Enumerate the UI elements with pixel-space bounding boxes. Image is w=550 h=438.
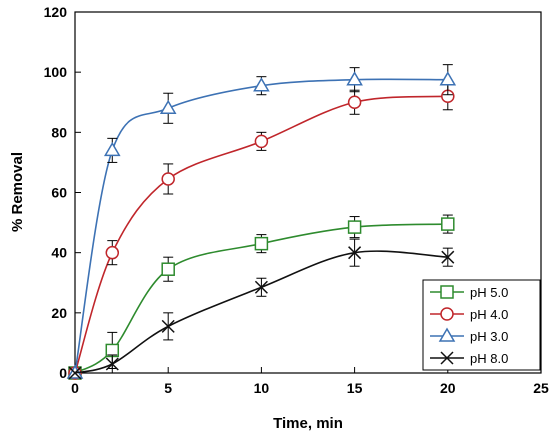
- data-point-ph-3-0: [103, 141, 121, 157]
- data-point-ph-8-0: [254, 280, 268, 294]
- data-point-ph-8-0: [348, 246, 362, 260]
- x-tick-label: 10: [254, 380, 270, 396]
- y-tick-label: 120: [44, 4, 68, 20]
- legend: pH 5.0 pH 4.0 pH 3.0 pH 8.0: [422, 279, 541, 371]
- y-tick-label: 60: [51, 185, 67, 201]
- series-ph-4-0: [68, 82, 455, 380]
- data-point-ph-8-0: [441, 250, 455, 264]
- data-point-ph-3-0: [253, 77, 270, 92]
- data-point-ph-8-0: [105, 357, 119, 371]
- data-point-ph-4-0: [347, 95, 362, 109]
- y-tick-label: 0: [59, 365, 67, 381]
- data-point-ph-8-0-stroke: [161, 319, 175, 333]
- x-tick-label: 5: [164, 380, 172, 396]
- y-tick-label: 100: [44, 64, 68, 80]
- legend-marker: [438, 327, 456, 342]
- data-point-ph-4-0: [105, 245, 120, 260]
- data-point-ph-4-0: [161, 172, 175, 186]
- legend-label: pH 4.0: [470, 307, 508, 322]
- legend-label: pH 3.0: [470, 329, 508, 344]
- data-point-ph-5-0: [254, 236, 269, 251]
- x-axis-ticks: 0 5 10 15 20 25: [71, 367, 549, 396]
- series-line-ph-3-0: [74, 78, 448, 374]
- legend-item-ph-5-0: pH 5.0: [430, 285, 508, 300]
- series-ph-3-0: [66, 64, 457, 379]
- y-axis-title: % Removal: [9, 152, 26, 232]
- data-point-ph-8-0: [161, 319, 175, 333]
- x-tick-label: 20: [440, 380, 456, 396]
- x-tick-label: 15: [347, 380, 363, 396]
- data-point-ph-4-0: [254, 134, 269, 149]
- series-layer: [66, 64, 457, 380]
- legend-marker-stroke: [440, 351, 454, 365]
- legend-marker: [440, 351, 454, 365]
- x-tick-label: 25: [533, 380, 549, 396]
- data-point-ph-3-0: [346, 71, 363, 86]
- data-point-ph-5-0: [347, 220, 362, 234]
- y-axis-ticks: 0 20 40 60 80 100 120: [44, 4, 81, 381]
- data-point-ph-8-0-stroke: [441, 250, 455, 264]
- data-point-ph-8-0-stroke: [68, 366, 82, 380]
- series-ph-8-0: [68, 238, 455, 380]
- data-point-ph-5-0: [161, 262, 175, 276]
- x-tick-label: 0: [71, 380, 79, 396]
- legend-label: pH 5.0: [470, 285, 508, 300]
- y-tick-label: 20: [51, 305, 67, 321]
- legend-marker: [440, 285, 454, 299]
- y-tick-label: 40: [51, 245, 67, 261]
- data-point-ph-8-0-stroke: [105, 357, 119, 371]
- x-axis-title: Time, min: [273, 415, 343, 432]
- data-point-ph-8-0-stroke: [254, 280, 268, 294]
- data-point-ph-3-0: [439, 71, 457, 86]
- data-point-ph-8-0-stroke: [348, 246, 362, 260]
- legend-item-ph-4-0: pH 4.0: [430, 307, 508, 322]
- data-point-ph-8-0: [68, 366, 82, 380]
- legend-marker: [440, 307, 454, 321]
- data-point-ph-3-0: [159, 99, 177, 115]
- y-tick-label: 80: [51, 124, 67, 140]
- series-line-ph-8-0: [74, 250, 448, 374]
- data-point-ph-5-0: [441, 217, 455, 231]
- legend-item-ph-8-0: pH 8.0: [430, 351, 508, 366]
- legend-label: pH 8.0: [470, 351, 508, 366]
- legend-item-ph-3-0: pH 3.0: [430, 327, 508, 344]
